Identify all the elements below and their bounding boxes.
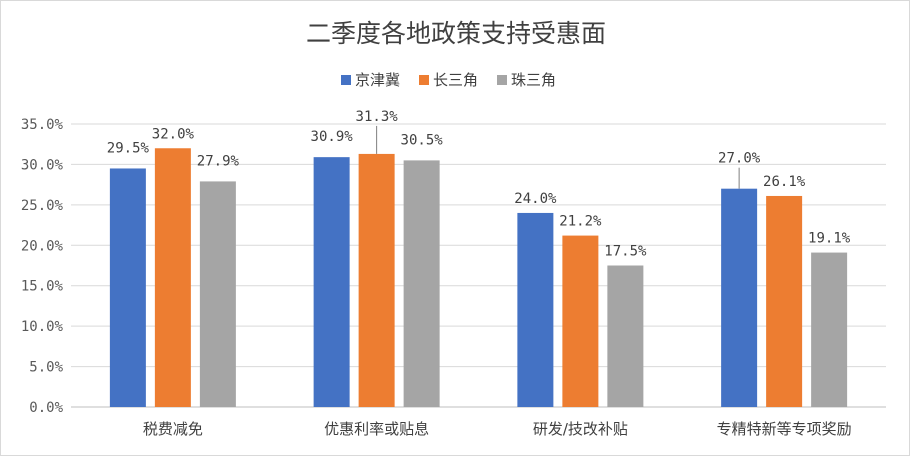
data-label: 30.5% — [401, 132, 444, 148]
bar — [358, 153, 395, 407]
data-label: 19.1% — [808, 231, 851, 247]
legend-swatch — [419, 75, 429, 85]
y-tick-label: 10.0% — [21, 319, 64, 335]
bar — [811, 252, 848, 407]
bars — [109, 148, 848, 407]
y-tick-label: 30.0% — [21, 157, 64, 173]
data-label: 24.0% — [514, 191, 557, 207]
legend-label: 长三角 — [433, 71, 478, 89]
data-labels: 29.5%32.0%27.9% 30.9%31.3%30.5% 24.0%21.2%… — [107, 109, 851, 260]
leader-lines — [376, 125, 740, 189]
bar — [403, 160, 440, 407]
x-category-label: 优惠利率或贴息 — [324, 420, 429, 438]
x-category-label: 专精特新等专项奖励 — [717, 420, 852, 438]
legend-swatch — [341, 75, 351, 85]
gridlines — [71, 123, 886, 408]
data-label: 29.5% — [107, 140, 150, 156]
bar — [766, 195, 803, 407]
y-tick-label: 0.0% — [29, 400, 63, 416]
x-category-label: 研发/技改补贴 — [533, 420, 628, 438]
bar — [721, 188, 758, 407]
legend: 京津冀 长三角 珠三角 — [341, 71, 556, 89]
legend-label: 珠三角 — [511, 71, 556, 89]
bar — [517, 212, 554, 407]
y-tick-label: 35.0% — [21, 117, 64, 133]
bar — [109, 168, 146, 407]
x-category-label: 税费减免 — [143, 420, 203, 438]
y-tick-label: 15.0% — [21, 279, 64, 295]
y-tick-label: 20.0% — [21, 238, 64, 254]
data-label: 26.1% — [763, 174, 806, 190]
data-label: 21.2% — [559, 214, 602, 230]
data-label: 27.9% — [197, 153, 240, 169]
legend-swatch — [497, 75, 507, 85]
data-label: 32.0% — [152, 126, 195, 142]
legend-label: 京津冀 — [355, 71, 400, 89]
bar — [607, 265, 644, 407]
bar — [199, 181, 236, 407]
data-label: 27.0% — [718, 151, 761, 167]
bar — [154, 148, 191, 407]
y-tick-label: 25.0% — [21, 198, 64, 214]
category-labels: 税费减免 优惠利率或贴息 研发/技改补贴 专精特新等专项奖励 — [143, 420, 852, 438]
data-label: 31.3% — [356, 109, 399, 125]
y-tick-label: 5.0% — [29, 360, 63, 376]
bar — [313, 157, 350, 407]
data-label: 17.5% — [604, 244, 647, 260]
data-label: 30.9% — [311, 129, 354, 145]
bar — [562, 235, 599, 407]
y-axis-ticks: 0.0% 5.0% 10.0% 15.0% 20.0% 25.0% 30.0% 35.0% — [21, 117, 64, 416]
chart-title: 二季度各地政策支持受惠面 — [306, 19, 606, 48]
